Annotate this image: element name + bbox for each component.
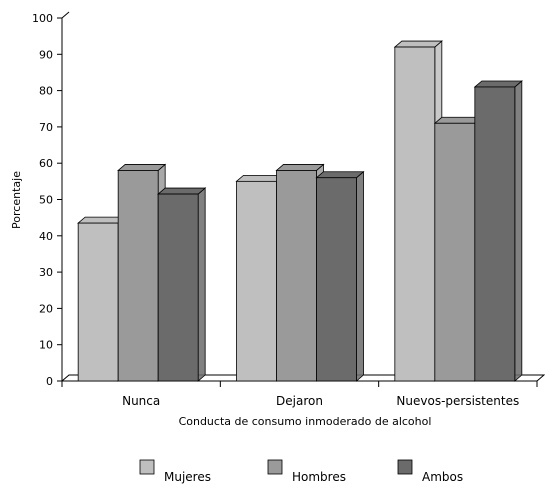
bar-front-face <box>434 122 476 382</box>
legend-item: Ambos <box>397 459 463 484</box>
y-tick-label: 90 <box>39 48 53 61</box>
bar-side-face <box>514 80 523 382</box>
y-tick-label: 80 <box>39 85 53 98</box>
bar-top-face <box>393 40 443 48</box>
bar-front-face <box>77 222 119 382</box>
x-axis-title: Conducta de consumo inmoderado de alcoho… <box>179 415 432 428</box>
x-category-label: Dejaron <box>276 394 323 408</box>
bar <box>473 80 523 382</box>
bar-top-face <box>117 164 167 171</box>
y-axis-top-line <box>61 11 70 19</box>
y-tick-label: 0 <box>46 375 53 388</box>
legend-swatch <box>267 459 283 475</box>
legend-label: Ambos <box>422 470 463 484</box>
bar-front-face <box>316 177 357 382</box>
bar-top-face <box>275 164 325 171</box>
bar-front-face <box>117 170 159 382</box>
y-tick-label: 60 <box>39 157 53 170</box>
y-tick-label: 10 <box>39 339 53 352</box>
x-category-labels: Nunca Dejaron Nuevos-persistentes <box>122 394 519 408</box>
legend-swatch <box>139 459 155 475</box>
bar-front-face <box>157 193 199 382</box>
bar <box>315 170 365 382</box>
y-tick-label: 70 <box>39 121 53 134</box>
y-tick-label: 20 <box>39 302 53 315</box>
legend-item: Mujeres <box>139 459 211 484</box>
bar-front-face <box>236 180 277 382</box>
bar <box>157 187 207 382</box>
y-axis-title: Porcentaje <box>10 171 23 229</box>
legend-swatch <box>397 459 413 475</box>
x-category-label: Nuevos-persistentes <box>396 394 519 408</box>
bar-top-face <box>315 171 365 179</box>
legend-label: Hombres <box>292 470 346 484</box>
y-tick-label: 30 <box>39 266 53 279</box>
bar-side-face <box>356 170 364 382</box>
bar-top-face <box>157 187 207 195</box>
y-tick-label: 50 <box>39 194 53 207</box>
legend: Mujeres Hombres Ambos <box>139 459 463 484</box>
bar-side-face <box>197 187 206 382</box>
y-tick-label: 40 <box>39 230 53 243</box>
bar-front-face <box>474 86 516 382</box>
bar-front-face <box>394 46 436 382</box>
y-tick-labels: 0 10 20 30 40 50 60 70 80 90 100 <box>32 12 53 388</box>
x-category-label: Nunca <box>122 394 160 408</box>
bar-top-face <box>473 80 523 88</box>
legend-label: Mujeres <box>164 470 211 484</box>
bars <box>77 40 523 382</box>
bar-front-face <box>276 170 317 382</box>
legend-item: Hombres <box>267 459 346 484</box>
y-tick-label: 100 <box>32 12 53 25</box>
